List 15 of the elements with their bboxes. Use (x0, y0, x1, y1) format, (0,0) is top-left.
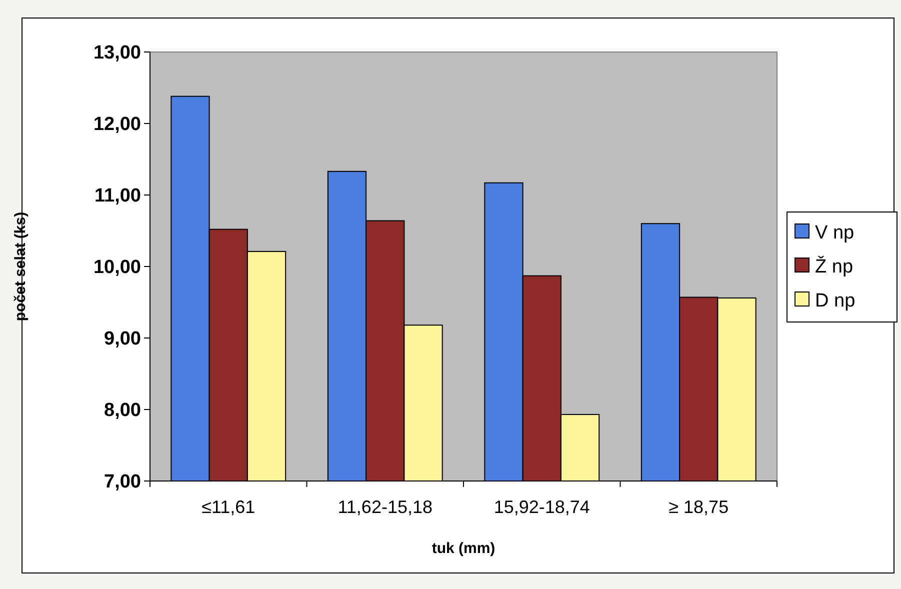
x-tick-label: 15,92-18,74 (494, 497, 590, 517)
x-axis-title: tuk (mm) (432, 540, 496, 557)
x-tick-label: 11,62-15,18 (338, 497, 432, 517)
x-tick-label: ≥ 18,75 (668, 497, 729, 517)
y-tick-label: 10,00 (93, 257, 141, 278)
legend-label: V np (815, 222, 854, 244)
x-tick-label: ≤11,61 (202, 497, 256, 517)
y-tick-label: 11,00 (94, 186, 141, 207)
y-tick-label: 13,00 (93, 42, 141, 64)
legend-label: Ž np (815, 256, 854, 278)
y-tick-label: 7,00 (104, 472, 141, 493)
y-tick-label: 12,00 (93, 114, 141, 136)
y-tick-label: 8,00 (104, 400, 141, 422)
legend-label: D np (815, 290, 856, 312)
y-tick-label: 9,00 (104, 328, 141, 350)
